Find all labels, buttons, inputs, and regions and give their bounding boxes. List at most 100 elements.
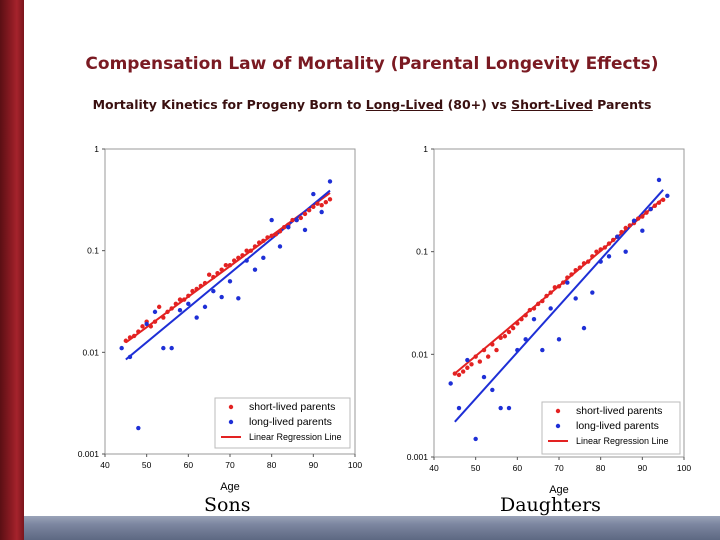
short-lived-point: [236, 255, 241, 261]
short-lived-point: [535, 301, 541, 307]
short-lived-point: [477, 359, 483, 364]
short-lived-point: [148, 324, 154, 329]
long-lived-point: [211, 288, 216, 294]
short-lived-point: [610, 237, 616, 243]
short-lived-point: [181, 297, 187, 302]
short-lived-point: [223, 262, 229, 268]
short-lived-point: [265, 235, 270, 240]
short-lived-point: [177, 297, 183, 302]
long-lived-point: [465, 357, 470, 363]
long-lived-point: [202, 304, 208, 310]
long-lived-point: [327, 179, 333, 184]
x-tick-label: 70: [225, 460, 235, 470]
short-lived-point: [311, 204, 316, 210]
long-lived-point: [227, 279, 233, 284]
short-lived-point: [161, 315, 166, 320]
y-tick-label: 0.01: [82, 347, 99, 357]
x-tick-label: 90: [309, 460, 319, 470]
short-lived-point: [156, 304, 162, 310]
long-lived-point: [556, 337, 562, 342]
legend-marker: [555, 408, 561, 414]
long-lived-point: [598, 259, 603, 264]
daughters-chart: 1 0.1 0.01 0.001 40 50 60 70 80 90 100 Age short-liv…: [384, 136, 694, 500]
long-lived-point: [236, 296, 241, 301]
short-lived-point: [502, 334, 508, 339]
short-lived-point: [627, 223, 633, 228]
short-lived-point: [527, 307, 533, 313]
short-lived-point: [194, 286, 199, 292]
long-lived-point: [456, 405, 462, 411]
long-lived-point: [261, 255, 266, 261]
short-lived-point: [186, 293, 191, 298]
long-lived-point: [311, 191, 316, 197]
short-lived-point: [656, 200, 662, 205]
short-lived-point: [211, 274, 216, 280]
short-lived-point: [173, 301, 179, 307]
x-tick-label: 50: [471, 463, 481, 473]
long-lived-point: [615, 234, 620, 239]
long-lived-point: [473, 436, 478, 442]
legend-box: [214, 397, 351, 449]
x-tick-label: 60: [184, 460, 194, 470]
short-lived-point: [515, 321, 520, 326]
long-lived-point: [252, 267, 258, 272]
y-tick-label: 0.001: [407, 452, 429, 462]
short-lived-point: [244, 248, 249, 253]
short-lived-point: [481, 347, 487, 353]
short-lived-point: [165, 309, 170, 315]
short-lived-point: [606, 241, 612, 246]
long-lived-point: [277, 244, 283, 249]
short-lived-point: [215, 271, 220, 276]
short-lived-point: [623, 225, 628, 231]
subtitle-part: Mortality Kinetics for Progeny Born to: [92, 97, 366, 112]
short-lived-point: [169, 306, 174, 311]
legend-marker: [228, 419, 234, 425]
short-lived-point: [298, 215, 304, 221]
short-lived-point: [577, 265, 583, 270]
long-lived-point: [269, 217, 274, 223]
short-lived-point: [227, 262, 233, 268]
long-lived-point: [531, 316, 537, 322]
x-tick-label: 100: [677, 463, 691, 473]
long-lived-point: [286, 225, 291, 230]
short-lived-point: [490, 342, 495, 347]
long-lived-point: [490, 387, 495, 393]
long-lived-point: [448, 381, 453, 386]
short-lived-point: [573, 267, 578, 273]
short-lived-point: [290, 217, 295, 223]
long-lived-point: [152, 309, 158, 315]
short-lived-point: [531, 306, 537, 311]
short-lived-point: [644, 210, 649, 215]
long-lived-point: [565, 280, 570, 285]
short-lived-point: [598, 247, 603, 252]
long-lived-point: [481, 374, 487, 380]
short-lived-point: [152, 319, 158, 324]
short-lived-point: [585, 259, 591, 264]
long-lived-point: [177, 307, 183, 313]
short-lived-point: [219, 267, 224, 272]
daughters-panel-label: Daughters: [500, 494, 601, 516]
legend-label: long-lived parents: [249, 416, 332, 428]
slide-title: Compensation Law of Mortality (Parental …: [85, 54, 659, 74]
short-lived-point: [494, 347, 499, 353]
regression-line: [454, 189, 664, 423]
short-lived-point: [485, 354, 491, 359]
long-lived-point: [219, 294, 224, 300]
short-lived-point: [569, 272, 574, 277]
legend-box: [541, 401, 681, 455]
x-tick-label: 40: [100, 460, 110, 470]
sons-panel-label: Sons: [204, 494, 251, 516]
short-lived-point: [302, 211, 308, 217]
long-lived-point: [244, 258, 249, 263]
short-lived-point: [640, 214, 645, 219]
x-tick-label: 40: [429, 463, 439, 473]
short-lived-point: [206, 272, 212, 277]
y-tick-label: 0.1: [87, 246, 99, 256]
x-tick-label: 50: [142, 460, 152, 470]
slide-subtitle: Mortality Kinetics for Progeny Born to L…: [24, 97, 720, 112]
footer-bar: [24, 516, 720, 540]
y-tick-label: 1: [94, 144, 99, 154]
short-lived-point: [202, 280, 208, 286]
legend-marker: [555, 423, 561, 429]
short-lived-point: [256, 240, 262, 245]
